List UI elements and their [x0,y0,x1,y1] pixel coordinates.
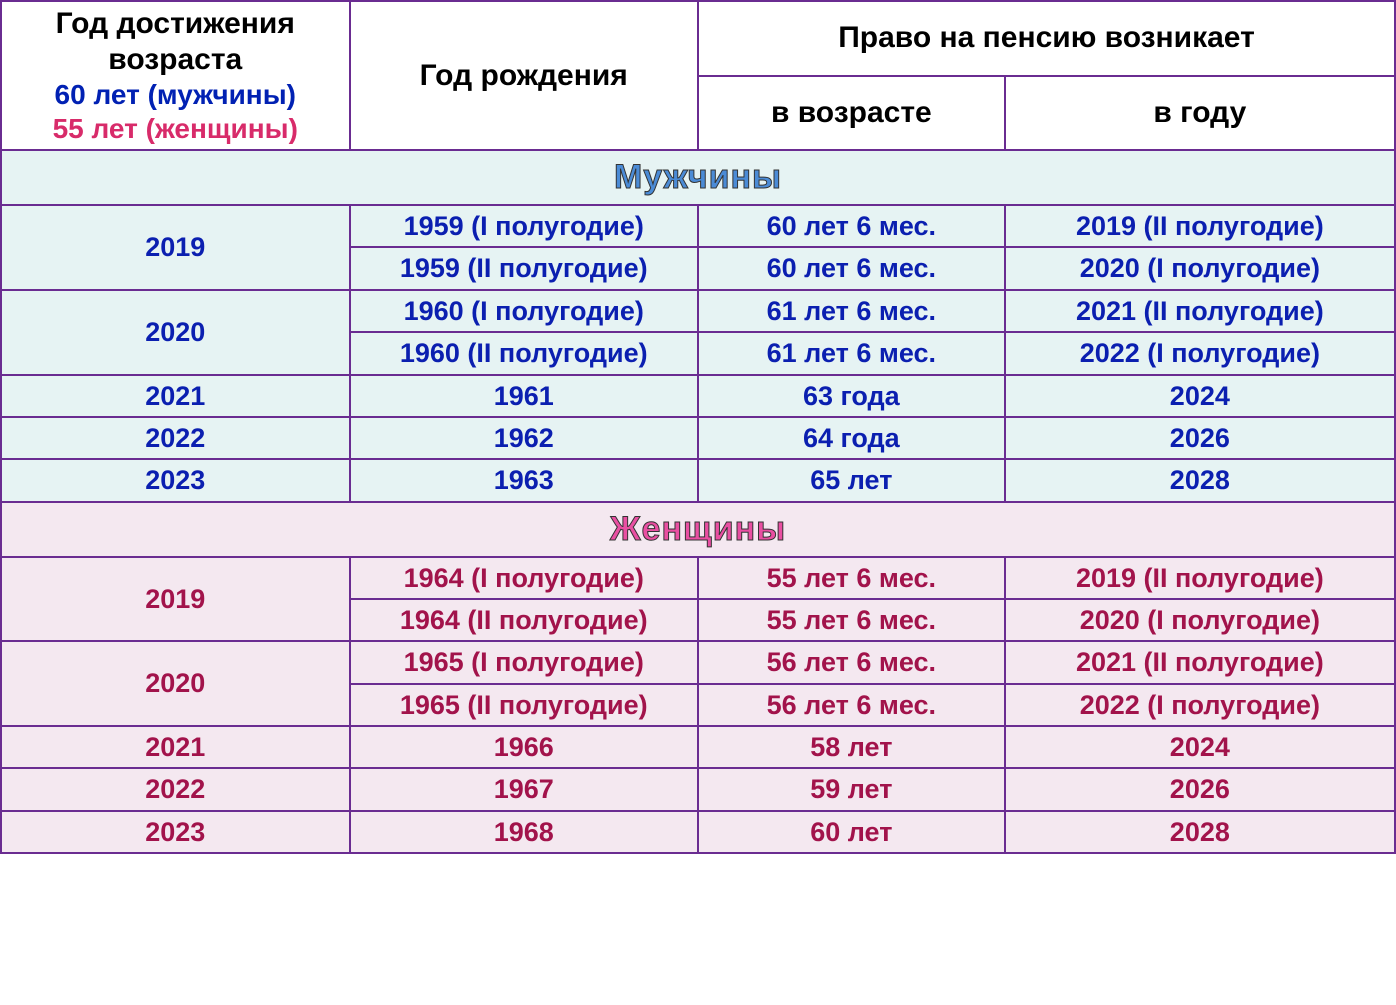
header-col3: в возрасте [698,76,1005,151]
right-year-cell: 2026 [1005,768,1395,810]
right-year-cell: 2020 (I полугодие) [1005,599,1395,641]
age-cell: 60 лет 6 мес. [698,205,1005,247]
right-year-cell: 2021 (II полугодие) [1005,641,1395,683]
age-cell: 55 лет 6 мес. [698,599,1005,641]
table-row: 2023 1963 65 лет 2028 [1,459,1395,501]
right-year-cell: 2019 (II полугодие) [1005,557,1395,599]
age-cell: 61 лет 6 мес. [698,332,1005,374]
age-cell: 55 лет 6 мес. [698,557,1005,599]
pension-table: Год достижения возраста 60 лет (мужчины)… [0,0,1396,854]
right-year-cell: 2022 (I полугодие) [1005,684,1395,726]
reach-year-cell: 2020 [1,290,350,375]
header-col1-line2: 60 лет (мужчины) [8,78,343,112]
table-row: 2022 1967 59 лет 2026 [1,768,1395,810]
right-year-cell: 2021 (II полугодие) [1005,290,1395,332]
birth-cell: 1961 [350,375,699,417]
birth-cell: 1965 (II полугодие) [350,684,699,726]
right-year-cell: 2024 [1005,726,1395,768]
birth-cell: 1966 [350,726,699,768]
reach-year-cell: 2020 [1,641,350,726]
age-cell: 56 лет 6 мес. [698,684,1005,726]
reach-year-cell: 2023 [1,459,350,501]
birth-cell: 1959 (II полугодие) [350,247,699,289]
header-col1-line1: Год достижения возраста [8,6,343,78]
age-cell: 63 года [698,375,1005,417]
right-year-cell: 2028 [1005,459,1395,501]
birth-cell: 1964 (II полугодие) [350,599,699,641]
age-cell: 60 лет [698,811,1005,853]
header-col1-line3: 55 лет (женщины) [8,112,343,146]
table-row: 2020 1965 (I полугодие) 56 лет 6 мес. 20… [1,641,1395,683]
age-cell: 59 лет [698,768,1005,810]
age-cell: 61 лет 6 мес. [698,290,1005,332]
reach-year-cell: 2022 [1,768,350,810]
table-row: 2021 1961 63 года 2024 [1,375,1395,417]
birth-cell: 1964 (I полугодие) [350,557,699,599]
table-row: 2019 1964 (I полугодие) 55 лет 6 мес. 20… [1,557,1395,599]
header-col2: Год рождения [350,1,699,150]
birth-cell: 1962 [350,417,699,459]
reach-year-cell: 2021 [1,726,350,768]
birth-cell: 1959 (I полугодие) [350,205,699,247]
reach-year-cell: 2022 [1,417,350,459]
birth-cell: 1960 (II полугодие) [350,332,699,374]
table-row: 2022 1962 64 года 2026 [1,417,1395,459]
age-cell: 60 лет 6 мес. [698,247,1005,289]
table-row: 2019 1959 (I полугодие) 60 лет 6 мес. 20… [1,205,1395,247]
age-cell: 65 лет [698,459,1005,501]
reach-year-cell: 2019 [1,205,350,290]
right-year-cell: 2020 (I полугодие) [1005,247,1395,289]
reach-year-cell: 2019 [1,557,350,642]
reach-year-cell: 2023 [1,811,350,853]
header-col4: в году [1005,76,1395,151]
right-year-cell: 2019 (II полугодие) [1005,205,1395,247]
birth-cell: 1968 [350,811,699,853]
right-year-cell: 2022 (I полугодие) [1005,332,1395,374]
header-col1: Год достижения возраста 60 лет (мужчины)… [1,1,350,150]
right-year-cell: 2024 [1005,375,1395,417]
birth-cell: 1960 (I полугодие) [350,290,699,332]
age-cell: 58 лет [698,726,1005,768]
birth-cell: 1965 (I полугодие) [350,641,699,683]
age-cell: 64 года [698,417,1005,459]
section-female-title: Женщины [1,502,1395,557]
section-female-row: Женщины [1,502,1395,557]
reach-year-cell: 2021 [1,375,350,417]
header-col34-top: Право на пенсию возникает [698,1,1395,76]
right-year-cell: 2028 [1005,811,1395,853]
section-male-row: Мужчины [1,150,1395,205]
table-row: 2021 1966 58 лет 2024 [1,726,1395,768]
table-row: 2023 1968 60 лет 2028 [1,811,1395,853]
table-row: 2020 1960 (I полугодие) 61 лет 6 мес. 20… [1,290,1395,332]
header-row-1: Год достижения возраста 60 лет (мужчины)… [1,1,1395,76]
birth-cell: 1967 [350,768,699,810]
age-cell: 56 лет 6 мес. [698,641,1005,683]
section-male-title: Мужчины [1,150,1395,205]
birth-cell: 1963 [350,459,699,501]
right-year-cell: 2026 [1005,417,1395,459]
